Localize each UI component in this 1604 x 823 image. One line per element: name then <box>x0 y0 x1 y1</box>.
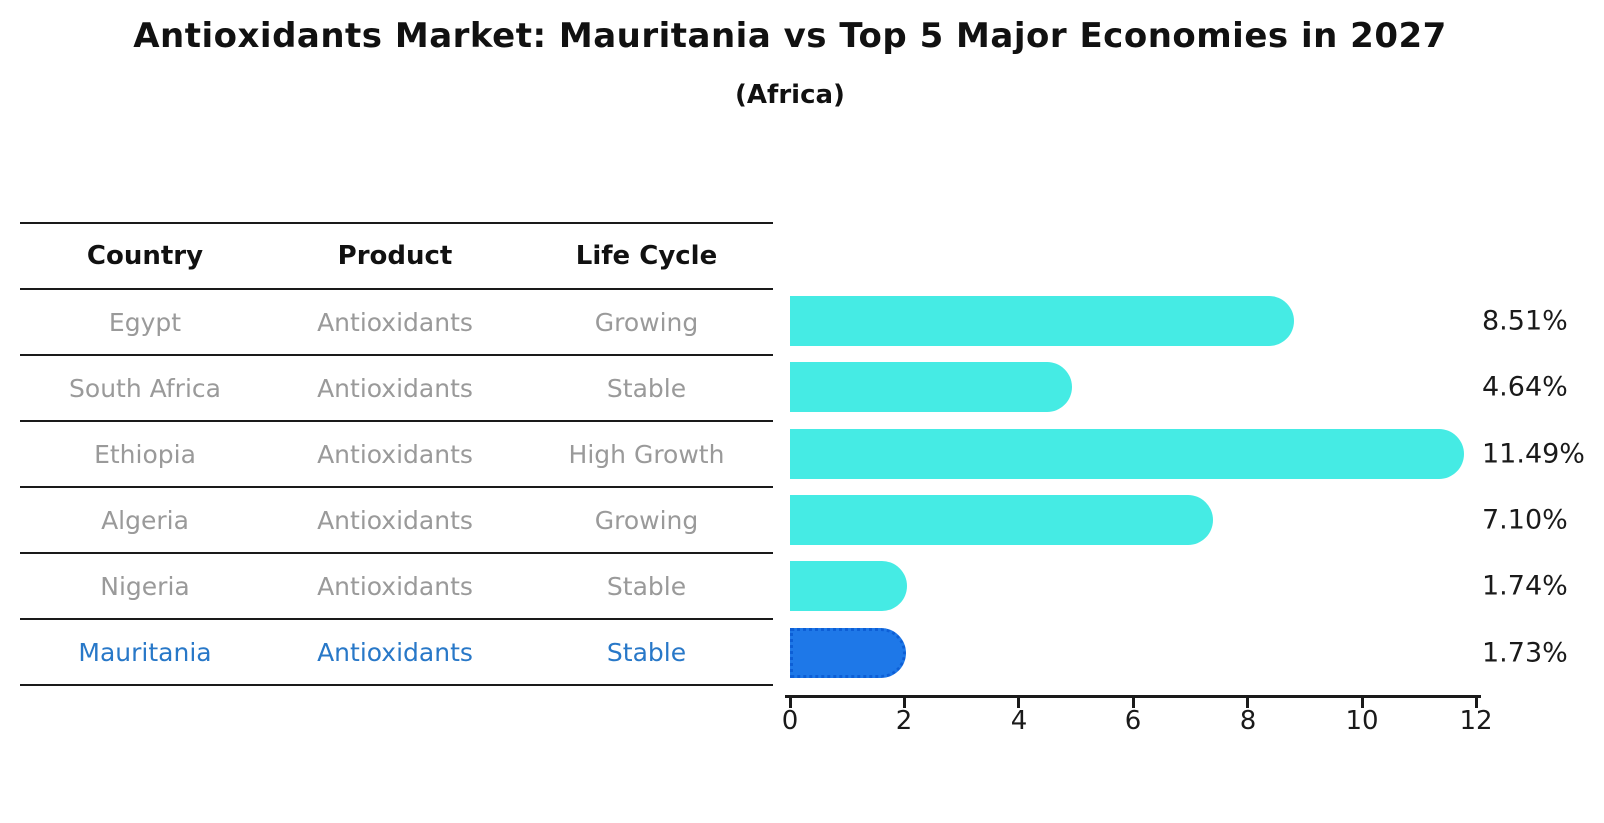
bar-value-label-algeria: 7.10% <box>1482 504 1568 536</box>
life-cycle-cell: Stable <box>606 571 687 601</box>
country-table: Country Product Life Cycle Egypt Antioxi… <box>20 222 773 686</box>
country-cell: Nigeria <box>100 571 190 601</box>
table-row: Nigeria Antioxidants Stable <box>20 554 773 620</box>
life-cycle-cell: High Growth <box>568 439 725 469</box>
x-axis-tick <box>1246 698 1249 708</box>
table-row-highlighted: Mauritania Antioxidants Stable <box>20 620 773 686</box>
bar-nigeria <box>790 561 907 611</box>
x-axis-tick-label: 6 <box>1124 706 1142 736</box>
x-axis-tick-label: 8 <box>1239 706 1257 736</box>
x-axis-tick-label: 12 <box>1459 706 1493 736</box>
x-axis-tick <box>903 698 906 708</box>
table-row: Algeria Antioxidants Growing <box>20 488 773 554</box>
x-axis-line <box>785 695 1481 698</box>
page-subtitle: (Africa) <box>735 80 845 110</box>
bar-value-label-ethiopia: 11.49% <box>1482 438 1585 470</box>
life-cycle-cell: Growing <box>594 307 699 337</box>
table-row: Egypt Antioxidants Growing <box>20 290 773 356</box>
bar-ethiopia <box>790 429 1464 479</box>
table-row: Ethiopia Antioxidants High Growth <box>20 422 773 488</box>
country-cell: Mauritania <box>78 637 212 667</box>
x-axis-tick <box>1132 698 1135 708</box>
x-axis-tick <box>1361 698 1364 708</box>
x-axis-tick <box>1017 698 1020 708</box>
table-header-row: Country Product Life Cycle <box>20 224 773 290</box>
life-cycle-cell: Growing <box>594 505 699 535</box>
x-axis-tick-label: 0 <box>781 706 799 736</box>
column-header-life-cycle: Life Cycle <box>575 241 718 271</box>
column-header-country: Country <box>86 241 204 271</box>
country-cell: Egypt <box>108 307 182 337</box>
bar-value-label-egypt: 8.51% <box>1482 305 1568 337</box>
page-title: Antioxidants Market: Mauritania vs Top 5… <box>133 16 1447 56</box>
product-cell: Antioxidants <box>317 307 473 337</box>
x-axis-tick-label: 10 <box>1345 706 1379 736</box>
table-row: South Africa Antioxidants Stable <box>20 356 773 422</box>
column-header-product: Product <box>337 241 453 271</box>
bar-value-label-nigeria: 1.74% <box>1482 570 1568 602</box>
x-axis-tick <box>1475 698 1478 708</box>
country-cell: Algeria <box>101 505 189 535</box>
bar-value-label-mauritania: 1.73% <box>1482 637 1568 669</box>
product-cell: Antioxidants <box>317 373 473 403</box>
country-cell: South Africa <box>69 373 221 403</box>
life-cycle-cell: Stable <box>606 637 687 667</box>
product-cell: Antioxidants <box>317 505 473 535</box>
x-axis-tick-label: 2 <box>895 706 913 736</box>
product-cell: Antioxidants <box>317 571 473 601</box>
country-cell: Ethiopia <box>94 439 196 469</box>
x-axis-tick-label: 4 <box>1010 706 1028 736</box>
bar-value-label-south-africa: 4.64% <box>1482 371 1568 403</box>
bar-south-africa <box>790 362 1072 412</box>
bar-algeria <box>790 495 1213 545</box>
bar-egypt <box>790 296 1294 346</box>
bar-mauritania <box>790 628 906 678</box>
life-cycle-cell: Stable <box>606 373 687 403</box>
product-cell: Antioxidants <box>317 439 473 469</box>
product-cell: Antioxidants <box>317 637 473 667</box>
x-axis-tick <box>789 698 792 708</box>
